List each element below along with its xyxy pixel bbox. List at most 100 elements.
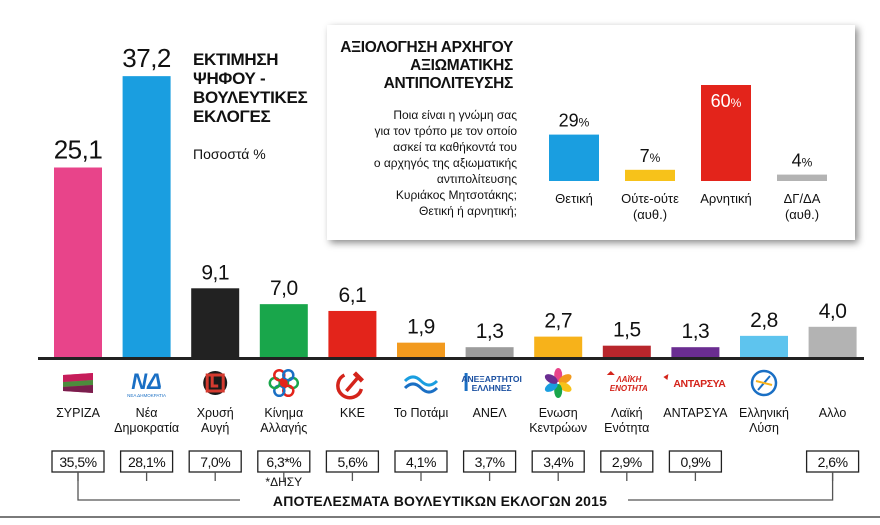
inset-question-line: ασκεί τα καθήκοντά του — [393, 140, 517, 154]
chart-title: ΕΚΤΙΜΗΣΗ ΨΗΦΟΥ - ΒΟΥΛΕΥΤΙΚΕΣ ΕΚΛΟΓΕΣ — [193, 50, 323, 126]
result-2015-value: 4,1% — [406, 454, 436, 470]
result-2015-value: 2,6% — [818, 454, 848, 470]
bar — [534, 336, 583, 357]
category-label: Χρυσή — [197, 406, 234, 420]
flag-stripe — [63, 373, 93, 382]
inset-bar-value-label: 60% — [711, 91, 742, 111]
bar — [671, 347, 720, 357]
logo-bar — [464, 373, 468, 391]
logo-sickle — [336, 373, 364, 400]
inset-bar — [549, 134, 599, 181]
category-label: ΣΥΡΙΖΑ — [56, 406, 101, 420]
bar-value-label: 25,1 — [54, 134, 103, 164]
chart-title-line: ΕΚΛΟΓΕΣ — [193, 107, 271, 126]
inset-question-line: ο αρχηγός της αξιωματικής — [373, 156, 517, 170]
antarsya-logo: ΑΝΤΑΡΣΥΑ — [663, 374, 727, 390]
result-2015-value: 3,7% — [475, 454, 505, 470]
result-2015-value: 6,3*% — [266, 454, 301, 470]
result-2015-value: 0,9% — [680, 454, 710, 470]
bar-value-label: 4,0 — [819, 300, 847, 323]
logo-text: ΝΕΑ ΔΗΜΟΚΡΑΤΙΑ — [127, 393, 166, 398]
inset-category-label: Αρνητική — [700, 191, 752, 206]
logo-text: ΛΑΪΚΗ — [615, 375, 641, 384]
bar-value-label: 1,3 — [682, 320, 710, 343]
category-label: Το Ποτάμι — [394, 406, 449, 420]
result-2015-value: 5,6% — [337, 454, 367, 470]
chart-title-line: ΒΟΥΛΕΥΤΙΚΕΣ — [193, 88, 308, 107]
category-label: Λαϊκή — [611, 406, 643, 420]
logo-meander-inner — [210, 375, 219, 388]
logo-text: ΕΛΛΗΝΕΣ — [472, 383, 512, 393]
logo-petal — [544, 374, 558, 384]
enosi-kentroon-logo — [544, 368, 572, 398]
result-2015-value: 2,9% — [612, 454, 642, 470]
logo-ring — [750, 369, 778, 397]
bar-value-label: 1,5 — [613, 319, 641, 342]
bar-value-label: 2,7 — [544, 310, 572, 333]
leader-rating-panel: ΑΞΙΟΛΟΓΗΣΗ ΑΡΧΗΓΟΥ ΑΞΙΩΜΑΤΙΚΗΣ ΑΝΤΙΠΟΛΙΤ… — [327, 25, 855, 240]
bar — [740, 335, 788, 357]
category-label: Λύση — [749, 421, 779, 435]
inset-title-line: ΑΝΤΙΠΟΛΙΤΕΥΣΗΣ — [383, 75, 514, 92]
bar — [54, 167, 102, 357]
bar — [191, 288, 240, 357]
result-2015-value: 35,5% — [59, 454, 96, 470]
bar — [465, 347, 514, 357]
results-2015-title: ΑΠΟΤΕΛΕΣΜΑΤΑ ΒΟΥΛΕΥΤΙΚΩΝ ΕΚΛΟΓΩΝ 2015 — [272, 493, 608, 509]
logo-star — [663, 374, 669, 380]
inset-category-label: (αυθ.) — [785, 207, 819, 222]
inset-question-line: Θετική ή αρνητική; — [419, 204, 517, 218]
bar-value-label: 37,2 — [122, 43, 171, 73]
logo-text: ΑΝΤΑΡΣΥΑ — [673, 378, 726, 390]
chart-title-line: ΨΗΦΟΥ - — [193, 69, 266, 88]
results-bracket-right — [628, 472, 834, 501]
logo-petal — [558, 374, 572, 384]
logo-line — [755, 380, 773, 386]
kinima-allagis-logo — [268, 368, 300, 398]
bar — [328, 310, 377, 357]
inset-bar — [701, 85, 751, 181]
category-label: Ενωση — [539, 406, 578, 420]
bar-value-label: 9,1 — [201, 261, 229, 284]
leader-rating-bar-chart: 29%Θετική7%Ούτε-ούτε(αυθ.)60%Αρνητική4%Δ… — [549, 85, 827, 222]
inset-category-label: Θετική — [555, 191, 593, 206]
logo-text: ΝΔ — [131, 369, 162, 394]
category-label: ΑΝΤΑΡΣΥΑ — [663, 406, 728, 420]
inset-question-line: Κυριάκος Μητσοτάκης; — [395, 188, 517, 202]
inset-question-line: για τον τρόπο με τον οποίο — [374, 124, 517, 138]
bar-value-label: 1,3 — [476, 320, 504, 343]
category-label: Ενότητα — [604, 421, 649, 435]
result-2015-value: 3,4% — [543, 454, 573, 470]
chrysi-avgi-logo — [203, 371, 228, 395]
category-label: Κεντρώων — [529, 421, 587, 435]
bar — [602, 345, 651, 357]
inset-bar-value-label: 4% — [792, 151, 813, 171]
logo-ring — [282, 368, 295, 382]
category-label: ΚΚΕ — [340, 406, 365, 420]
inset-category-label: (αυθ.) — [633, 207, 667, 222]
flag-stripe — [63, 380, 93, 387]
logo-meander — [205, 373, 225, 393]
bar-value-label: 1,9 — [407, 316, 435, 339]
category-label: Αυγή — [201, 421, 229, 435]
inset-bar-value-label: 29% — [559, 111, 590, 131]
logo-star — [606, 371, 615, 375]
logo-text: ΕΝΟΤΗΤΑ — [610, 384, 648, 393]
inset-bar — [625, 169, 675, 181]
logo-petal — [544, 382, 558, 392]
logo-disc — [203, 371, 228, 395]
inset-question: Ποια είναι η γνώμη σας για τον τρόπο με … — [317, 107, 517, 219]
bar-value-label: 2,8 — [750, 309, 778, 332]
inset-category-label: ΔΓ/ΔΑ — [784, 191, 821, 206]
bar — [259, 304, 308, 357]
category-label: Κίνημα — [264, 406, 303, 420]
category-label: Νέα — [136, 406, 158, 420]
to-potami-logo — [403, 375, 439, 394]
inset-title-line: ΑΞΙΩΜΑΤΙΚΗΣ — [410, 57, 513, 74]
flag-stripe — [63, 385, 93, 393]
result-2015-value: 7,0% — [200, 454, 230, 470]
